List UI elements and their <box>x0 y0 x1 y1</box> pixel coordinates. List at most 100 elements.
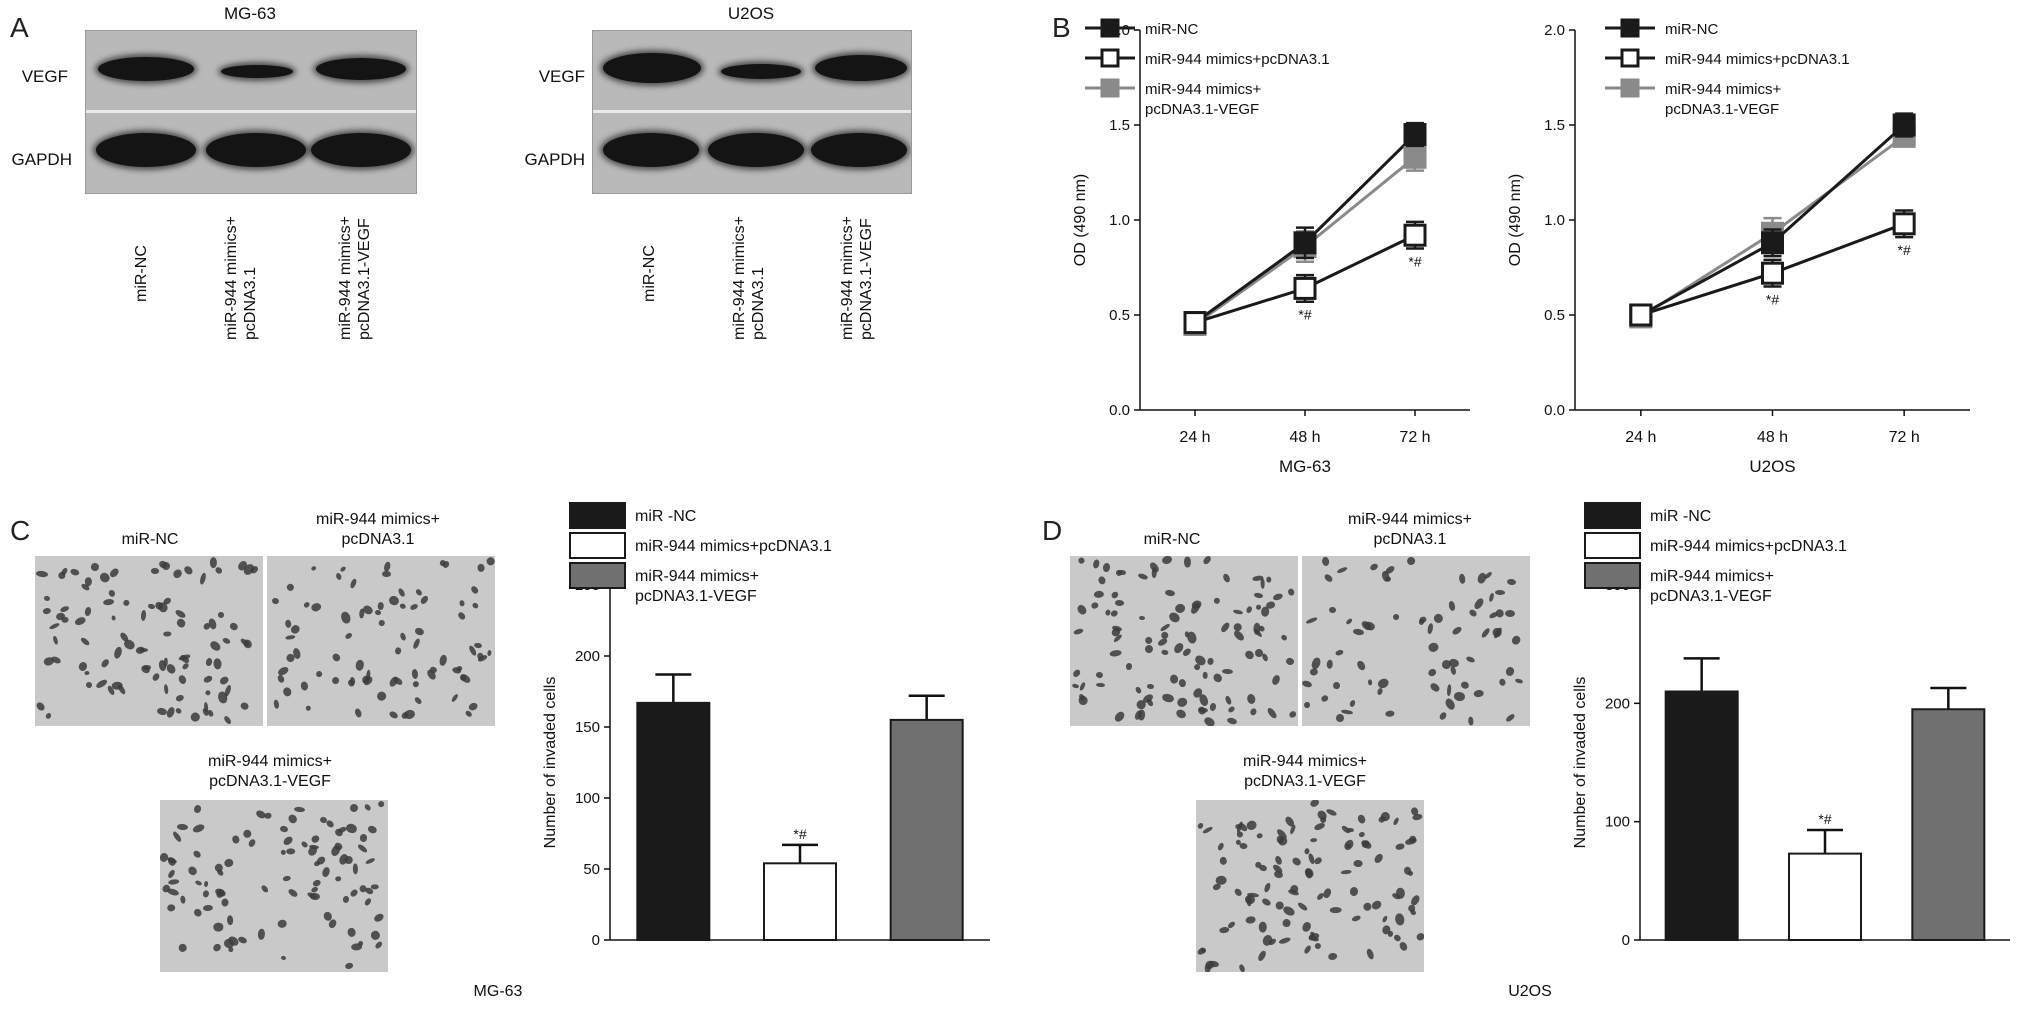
stained-cell <box>1095 671 1104 679</box>
stained-cell <box>189 711 202 724</box>
stained-cell <box>411 668 419 680</box>
stained-cell <box>1260 896 1271 907</box>
bar <box>1911 708 1986 941</box>
stained-cell <box>1159 622 1171 632</box>
y-tick-label: 0 <box>592 932 600 949</box>
stained-cell <box>1109 649 1122 658</box>
stained-cell <box>1348 886 1359 896</box>
stained-cell <box>116 683 127 697</box>
stained-cell <box>1495 589 1506 596</box>
stained-cell <box>299 681 309 691</box>
legend-marker <box>1100 78 1120 98</box>
y-tick-label: 100 <box>1605 814 1630 831</box>
stained-cell <box>349 802 360 813</box>
x-tick-label: 72 h <box>1399 429 1430 446</box>
stained-cell <box>1114 569 1123 578</box>
stained-cell <box>345 822 359 835</box>
stained-cell <box>1281 904 1296 918</box>
row-label-vegf: VEGF <box>21 67 68 86</box>
stained-cell <box>1464 655 1476 664</box>
data-point <box>1629 303 1653 327</box>
stained-cell <box>1072 628 1085 637</box>
stained-cell <box>1243 649 1256 662</box>
data-point <box>1761 231 1784 255</box>
stained-cell <box>1453 691 1466 701</box>
stained-cell <box>1289 884 1299 894</box>
stained-cell <box>354 707 363 718</box>
stained-cell <box>340 610 353 625</box>
stained-cell <box>1497 678 1506 687</box>
stained-cell <box>277 919 287 929</box>
stained-cell <box>1151 567 1158 579</box>
stained-cell <box>43 595 52 602</box>
legend-label: miR-944 mimics+pcDNA3.1 <box>1145 51 1330 68</box>
x-tick-label: 48 h <box>1757 429 1788 446</box>
stained-cell <box>1472 596 1486 611</box>
micro-label-c-mimics: miR-944 mimics+ pcDNA3.1 <box>315 511 440 548</box>
stained-cell <box>1438 710 1449 721</box>
stained-cell <box>1426 641 1439 654</box>
band-vegf-nc <box>98 57 194 81</box>
stained-cell <box>1208 702 1217 711</box>
stained-cell <box>1196 821 1205 830</box>
stained-cell <box>99 658 111 669</box>
stained-cell <box>1510 634 1522 647</box>
band-gapdh-nc <box>603 133 699 167</box>
data-point <box>1403 223 1427 247</box>
stained-cell <box>1336 566 1349 574</box>
stained-cell <box>1376 687 1384 697</box>
stained-cell <box>300 840 309 849</box>
stained-cell <box>1332 681 1341 690</box>
y-axis-label: Number of invaded cells <box>542 677 559 849</box>
stained-cell <box>176 823 189 831</box>
stained-cell <box>1328 606 1337 614</box>
stained-cell <box>1404 836 1418 847</box>
stained-cell <box>377 800 386 808</box>
stained-cell <box>175 617 187 630</box>
stained-cell <box>231 835 241 845</box>
bar <box>763 862 837 942</box>
lane-label-u2os-1: miR-NC <box>641 245 658 302</box>
stained-cell <box>374 609 381 617</box>
stained-cell <box>1134 685 1142 694</box>
lane-label-mg63-1: miR-NC <box>133 245 150 302</box>
stained-cell <box>1345 617 1354 625</box>
stained-cell <box>469 585 479 596</box>
stained-cell <box>1352 627 1365 636</box>
data-point <box>1403 145 1427 169</box>
stained-cell <box>1473 689 1484 698</box>
stained-cell <box>1302 944 1312 955</box>
stained-cell <box>1232 609 1244 616</box>
legend-label: miR-944 mimics+pcDNA3.1 <box>635 538 832 555</box>
stained-cell <box>1095 682 1105 688</box>
stained-cell <box>1184 556 1192 568</box>
micro-label-c-nc: miR-NC <box>121 531 179 548</box>
legend-swatch <box>1584 502 1641 529</box>
stained-cell <box>1112 710 1127 724</box>
stained-cell <box>1101 562 1110 573</box>
stained-cell <box>1178 677 1188 688</box>
stained-cell <box>413 587 423 597</box>
significance-label: *# <box>1298 307 1311 323</box>
stained-cell <box>192 907 204 919</box>
row-label-gapdh: GAPDH <box>11 150 72 169</box>
bar <box>636 701 711 941</box>
stained-cell <box>342 895 351 904</box>
stained-cell <box>1281 918 1292 928</box>
stained-cell <box>204 688 212 697</box>
stained-cell <box>183 565 195 577</box>
stained-cell <box>372 912 386 924</box>
y-tick-label: 0.0 <box>1109 402 1130 419</box>
data-point <box>1293 231 1317 255</box>
stained-cell <box>1395 842 1406 851</box>
stained-cell <box>321 866 331 879</box>
stained-cell <box>282 685 293 697</box>
stained-cell <box>1392 612 1401 622</box>
stained-cell <box>1432 612 1445 625</box>
legend-label: miR-944 mimics+ pcDNA3.1-VEGF <box>1650 568 1774 605</box>
stained-cell <box>287 887 300 899</box>
stained-cell <box>1355 659 1368 673</box>
stained-cell <box>346 927 357 938</box>
stained-cell <box>89 561 100 572</box>
stained-cell <box>1217 842 1226 852</box>
